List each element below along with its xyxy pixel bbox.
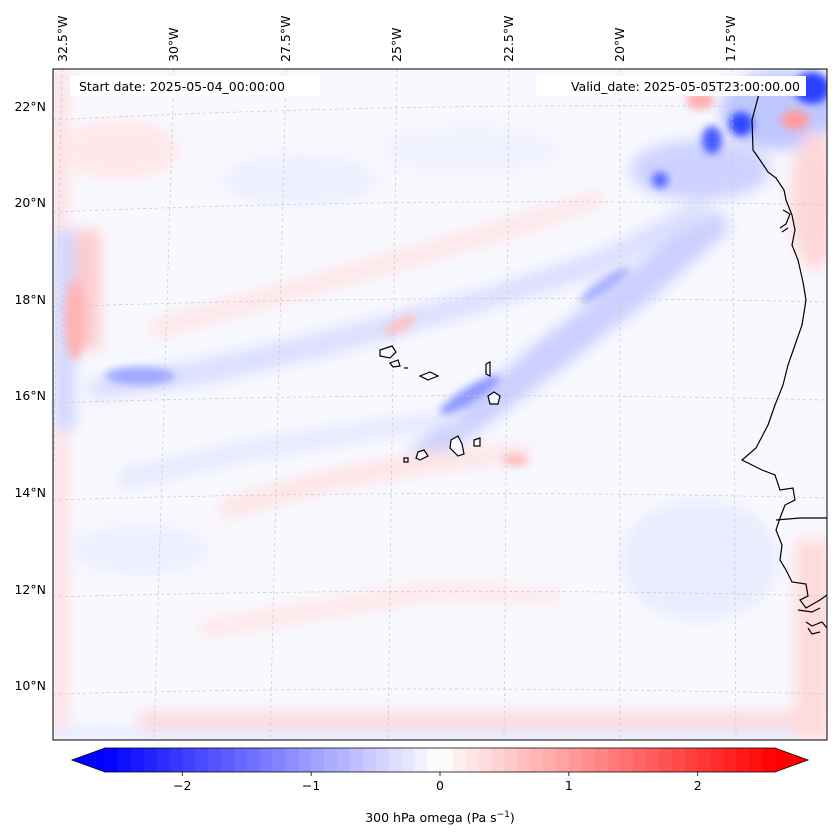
lon-label: 22.5°W: [501, 16, 516, 62]
cape-verde-islands: [379, 345, 501, 463]
colorbar-cell: [246, 748, 261, 772]
colorbar-cell: [736, 748, 750, 772]
colorbar-cell: [555, 748, 570, 772]
lat-label: 20°N: [14, 195, 46, 210]
colorbar-cell: [117, 748, 132, 772]
colorbar-cell: [646, 748, 660, 772]
colorbar-cell: [478, 748, 493, 772]
colorbar-cell: [594, 748, 609, 772]
colorbar-cell: [375, 748, 390, 772]
colorbar-cell: [272, 748, 286, 772]
lat-label: 14°N: [14, 485, 46, 500]
longitude-labels: 32.5°W 30°W 27.5°W 25°W 22.5°W 20°W 17.5…: [55, 16, 738, 62]
colorbar-cell: [401, 748, 415, 772]
colorbar-cell: [259, 748, 274, 772]
colorbar-cell: [220, 748, 235, 772]
colorbar-cell: [517, 748, 531, 772]
lon-label: 27.5°W: [278, 16, 293, 62]
colorbar-label: 300 hPa omega (Pa s−1): [365, 810, 515, 825]
colorbar-cell: [543, 748, 557, 772]
colorbar-cell: [762, 748, 776, 772]
colorbar-cell: [671, 748, 686, 772]
latitude-labels: 22°N 20°N 18°N 16°N 14°N 12°N 10°N: [14, 99, 46, 693]
colorbar-cell: [388, 748, 402, 772]
colorbar-cell: [169, 748, 183, 772]
colorbar-cell: [362, 748, 377, 772]
colorbar-tick-label: 1: [565, 778, 573, 793]
valid-date-label: Valid_date: 2025-05-05T23:00:00.00: [571, 79, 800, 94]
omega-field: [53, 70, 827, 740]
lon-label: 32.5°W: [55, 16, 70, 62]
colorbar-cell: [208, 748, 222, 772]
colorbar-cell: [156, 748, 171, 772]
colorbar-cell: [530, 748, 544, 772]
lon-label: 30°W: [166, 27, 181, 62]
lat-label: 16°N: [14, 388, 46, 403]
map-border: [52, 68, 828, 741]
colorbar-outline: [70, 747, 810, 773]
colorbar-cell: [195, 748, 209, 772]
colorbar-cell: [504, 748, 518, 772]
colorbar-cell: [568, 748, 583, 772]
colorbar-cell: [349, 748, 364, 772]
colorbar-cell: [285, 748, 299, 772]
valid-date-box: [536, 76, 806, 96]
lat-label: 10°N: [14, 678, 46, 693]
lat-label: 18°N: [14, 292, 46, 307]
colorbar-cell: [336, 748, 351, 772]
lon-label: 25°W: [389, 27, 404, 62]
colorbar-cell: [143, 748, 158, 772]
colorbar: −2 −1 0 1 2 300 hPa omega (Pa s−1): [70, 747, 810, 825]
lon-label: 17.5°W: [723, 16, 738, 62]
colorbar-cell: [465, 748, 480, 772]
colorbar-cell: [620, 748, 634, 772]
colorbar-cell: [710, 748, 725, 772]
colorbar-cell: [491, 748, 506, 772]
colorbar-cell: [749, 748, 763, 772]
colorbar-cell: [324, 748, 338, 772]
colorbar-cell: [607, 748, 621, 772]
colorbar-cell: [633, 748, 647, 772]
colorbar-cell: [182, 748, 196, 772]
colorbar-cell: [440, 748, 454, 772]
colorbar-ticks: −2 −1 0 1 2: [173, 772, 702, 793]
colorbar-tick-label: 2: [694, 778, 702, 793]
colorbar-cell: [311, 748, 325, 772]
colorbar-cell: [427, 748, 441, 772]
colorbar-cell: [130, 748, 145, 772]
colorbar-cell: [414, 748, 428, 772]
lat-label: 22°N: [14, 99, 46, 114]
start-date-label: Start date: 2025-05-04_00:00:00: [79, 79, 285, 94]
colorbar-tick-label: 0: [436, 778, 444, 793]
map-panel: Start date: 2025-05-04_00:00:00 Valid_da…: [52, 68, 828, 741]
colorbar-cell: [684, 748, 699, 772]
coastline: [740, 89, 827, 635]
colorbar-cell: [452, 748, 467, 772]
colorbar-cell: [659, 748, 673, 772]
colorbar-cell: [233, 748, 248, 772]
colorbar-cell: [298, 748, 312, 772]
colorbar-tick-label: −1: [302, 778, 320, 793]
start-date-box: [70, 76, 320, 96]
colorbar-cell: [105, 748, 119, 772]
lat-label: 12°N: [14, 582, 46, 597]
colorbar-cell: [581, 748, 596, 772]
colorbar-cell: [723, 748, 737, 772]
lon-label: 20°W: [612, 27, 627, 62]
colorbar-tick-label: −2: [173, 778, 191, 793]
colorbar-min-extend: [72, 748, 105, 772]
colorbar-max-extend: [775, 748, 808, 772]
colorbar-cell: [697, 748, 712, 772]
graticule: [53, 69, 827, 740]
colorbar-cells: [105, 748, 776, 772]
